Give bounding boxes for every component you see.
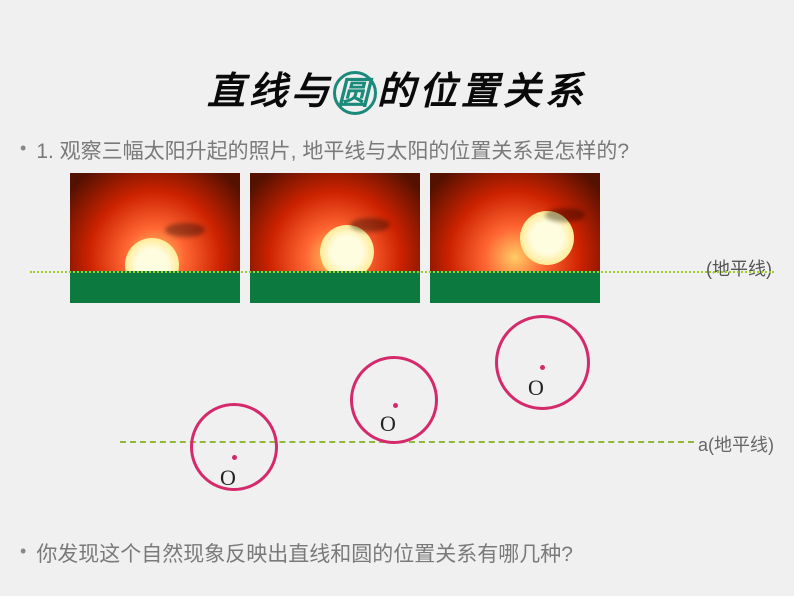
horizon-label: (地平线) — [706, 255, 772, 281]
bullet-icon: • — [20, 138, 26, 159]
question-1-line: • 1. 观察三幅太阳升起的照片, 地平线与太阳的位置关系是怎样的? — [0, 135, 794, 165]
o-label-1: O — [220, 465, 236, 491]
slide-title: 直线与圆的位置关系 — [0, 0, 794, 135]
o-label-2: O — [380, 411, 396, 437]
sunrise-image-1 — [70, 173, 240, 303]
cloud-icon — [165, 223, 205, 237]
title-circle-word: 圆 — [333, 71, 377, 115]
sunrise-image-2 — [250, 173, 420, 303]
title-suffix: 的位置关系 — [377, 71, 587, 113]
center-dot-1 — [232, 455, 237, 460]
question-2: 你发现这个自然现象反映出直线和圆的位置关系有哪几种? — [36, 538, 573, 568]
ground — [250, 271, 420, 303]
title-prefix: 直线与 — [207, 71, 333, 113]
ground — [70, 271, 240, 303]
cloud-icon — [350, 218, 390, 232]
center-dot-3 — [540, 365, 545, 370]
diagram-area: a(地平线) O O O — [0, 313, 794, 503]
horizon-line — [30, 271, 774, 273]
sunrise-row — [0, 173, 794, 303]
sunrise-images-container: (地平线) — [0, 173, 794, 303]
ground — [430, 271, 600, 303]
center-dot-2 — [393, 403, 398, 408]
cloud-icon — [545, 208, 585, 222]
question-1: 1. 观察三幅太阳升起的照片, 地平线与太阳的位置关系是怎样的? — [36, 135, 629, 165]
line-label: a(地平线) — [698, 431, 774, 457]
sunrise-image-3 — [430, 173, 600, 303]
question-2-line: • 你发现这个自然现象反映出直线和圆的位置关系有哪几种? — [20, 538, 774, 568]
bullet-icon: • — [20, 541, 26, 562]
o-label-3: O — [528, 375, 544, 401]
